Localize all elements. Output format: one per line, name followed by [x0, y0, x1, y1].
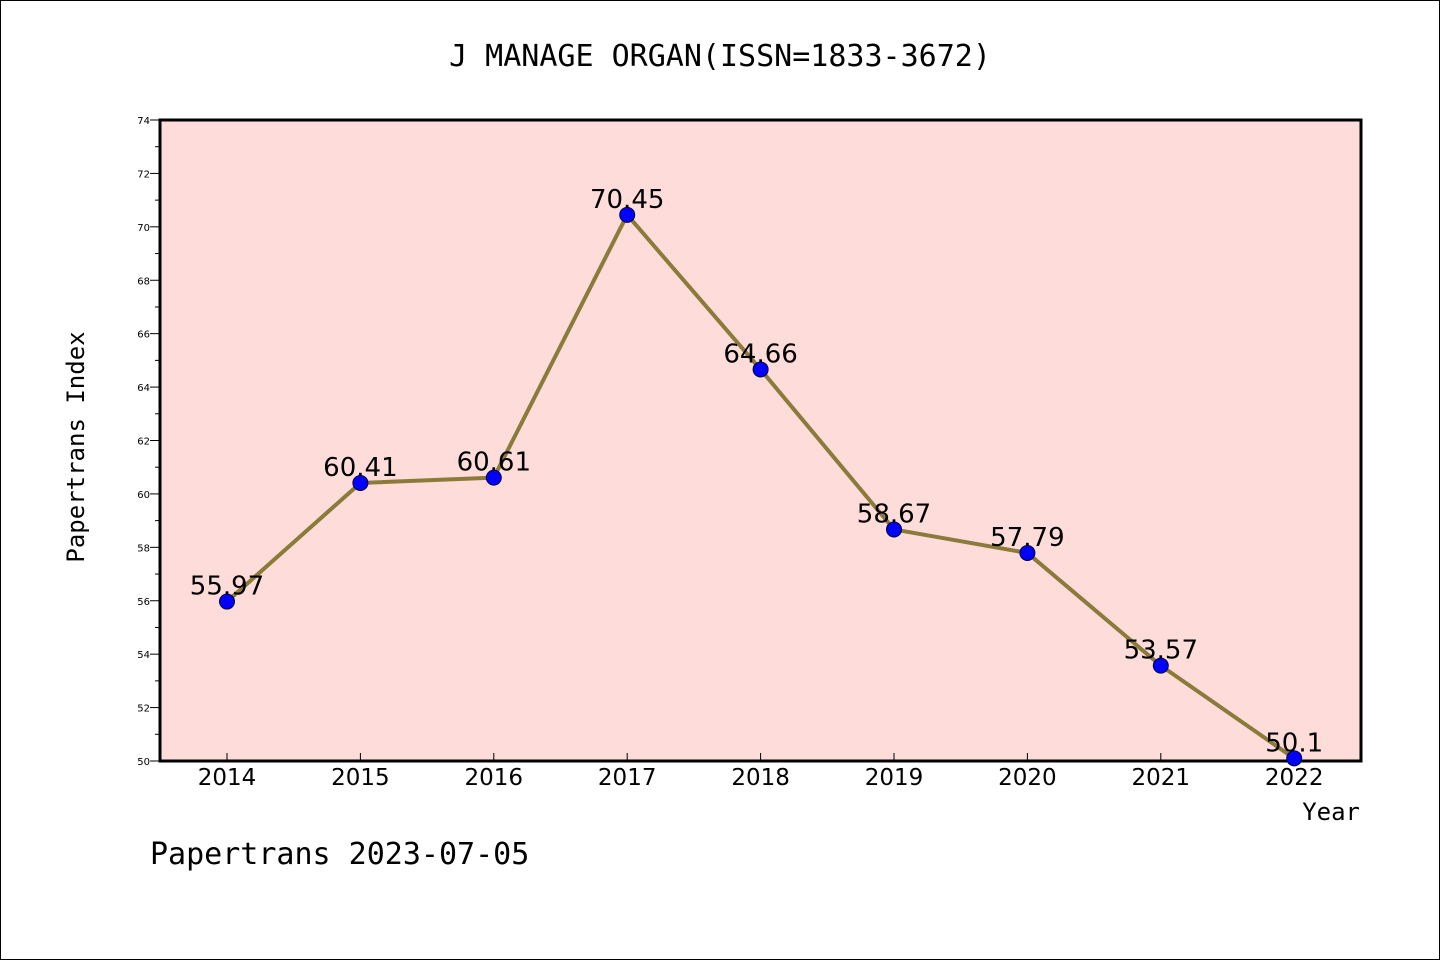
y-tick-label: 60 [137, 490, 150, 501]
plot-area [158, 118, 1363, 763]
data-label: 50.1 [1265, 728, 1323, 758]
data-point [485, 469, 502, 486]
y-axis-label: Papertrans Index [62, 331, 90, 562]
x-tick-label: 2014 [198, 765, 257, 791]
x-axis-label: Year [1302, 798, 1360, 826]
x-tick-label: 2019 [865, 765, 924, 791]
data-point [1286, 750, 1303, 767]
data-point [1152, 657, 1169, 674]
y-tick-label: 52 [137, 704, 150, 715]
data-label: 64.66 [723, 339, 797, 369]
data-point [619, 206, 636, 223]
data-label: 70.45 [590, 185, 664, 215]
y-tick-label: 70 [137, 223, 150, 234]
footer-source-date: Papertrans 2023-07-05 [150, 837, 529, 872]
data-label: 55.97 [190, 572, 264, 602]
data-point [352, 474, 369, 491]
y-tick-label: 62 [137, 437, 150, 448]
data-point [1019, 544, 1036, 561]
data-label: 60.61 [457, 448, 531, 478]
y-axis: 50 52 54 56 58 60 62 64 66 68 70 72 74 [137, 116, 160, 768]
series-line: 55.97 60.41 60.61 70.45 64.66 58.67 57.79 53.57… [190, 185, 1323, 767]
data-label: 60.41 [323, 453, 397, 483]
x-tick-label: 2017 [598, 765, 657, 791]
y-tick-label: 72 [137, 169, 150, 180]
y-tick-label: 74 [137, 116, 150, 127]
x-tick-label: 2021 [1132, 765, 1191, 791]
x-tick-label: 2018 [731, 765, 790, 791]
y-tick-label: 58 [137, 543, 150, 554]
y-tick-label: 54 [137, 650, 150, 661]
y-tick-label: 64 [137, 383, 150, 394]
data-label: 57.79 [990, 523, 1064, 553]
x-tick-label: 2015 [331, 765, 390, 791]
chart-title: J MANAGE ORGAN(ISSN=1833-3672) [449, 39, 991, 74]
y-tick-label: 56 [137, 597, 150, 608]
x-axis: 2014 2015 2016 2017 2018 2019 2020 2021 2022 [198, 753, 1324, 791]
x-tick-label: 2016 [465, 765, 524, 791]
x-tick-label: 2022 [1265, 765, 1324, 791]
data-label: 53.57 [1124, 636, 1198, 666]
y-tick-label: 68 [137, 276, 150, 287]
x-tick-label: 2020 [998, 765, 1057, 791]
data-point [752, 361, 769, 378]
data-label: 58.67 [857, 499, 931, 529]
y-tick-label: 66 [137, 330, 150, 341]
data-point [886, 521, 902, 538]
y-tick-label: 50 [137, 757, 150, 768]
data-point [219, 593, 235, 610]
